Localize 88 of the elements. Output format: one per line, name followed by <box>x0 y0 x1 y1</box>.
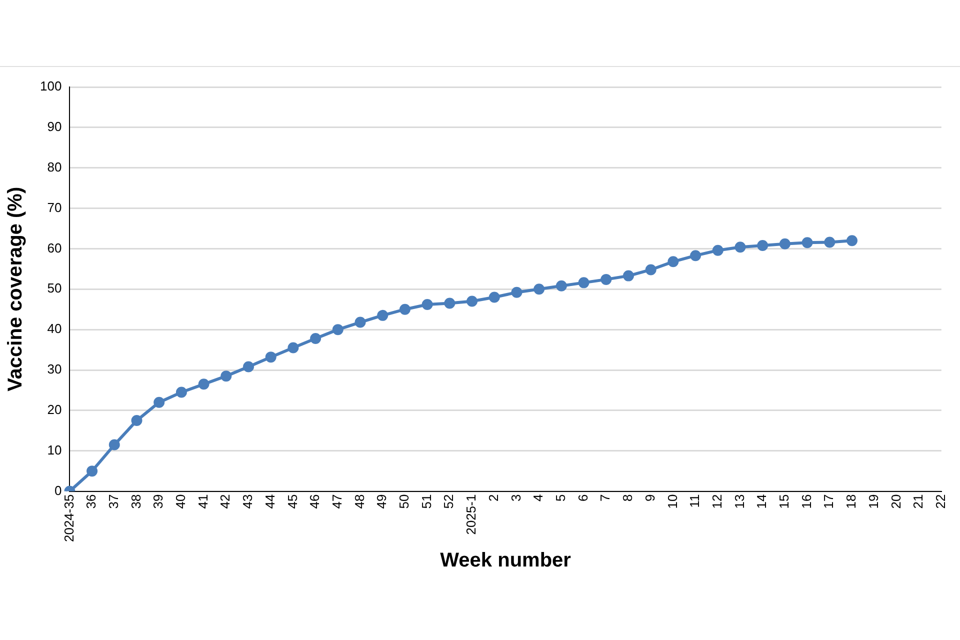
x-tick-label: 50 <box>396 494 412 509</box>
point <box>243 361 254 372</box>
y-tick-label: 100 <box>40 78 62 94</box>
x-tick-label: 6 <box>575 494 590 502</box>
x-tick-label: 9 <box>642 494 658 502</box>
point <box>488 292 500 303</box>
point <box>824 236 836 248</box>
point <box>690 250 702 262</box>
x-tick-label: 5 <box>553 494 568 502</box>
x-tick-label: 8 <box>620 494 636 502</box>
y-tick-label: 10 <box>47 442 62 458</box>
x-tick-label: 3 <box>508 494 524 502</box>
point <box>108 439 120 450</box>
x-tick-label: 19 <box>866 494 881 509</box>
point <box>354 316 366 328</box>
point <box>779 238 790 250</box>
y-tick-label: 30 <box>47 362 62 377</box>
x-tick-label: 47 <box>329 494 344 509</box>
point <box>511 286 522 298</box>
point <box>534 284 545 295</box>
point <box>734 242 746 253</box>
point <box>802 237 813 248</box>
point <box>131 415 142 426</box>
x-tick-label: 2025-1 <box>464 494 479 535</box>
y-axis-title: Vaccine coverage (%) <box>4 186 27 392</box>
point <box>846 235 858 246</box>
point <box>422 299 433 310</box>
point <box>377 310 388 321</box>
point <box>86 466 98 477</box>
point <box>198 378 210 390</box>
x-tick-label: 44 <box>262 494 278 509</box>
point <box>578 277 590 288</box>
x-tick-label: 52 <box>441 494 456 509</box>
x-tick-label: 37 <box>106 494 121 509</box>
x-tick-label: 48 <box>352 494 367 509</box>
x-tick-label: 17 <box>821 494 836 509</box>
y-tick-label: 40 <box>47 321 62 336</box>
point <box>444 298 456 309</box>
x-tick-label: 49 <box>374 494 390 509</box>
point <box>712 244 724 256</box>
x-tick-label: 15 <box>776 494 792 509</box>
y-tick-label: 0 <box>54 482 62 498</box>
x-tick-label: 51 <box>418 494 434 509</box>
x-tick-label: 38 <box>128 494 144 509</box>
x-tick-label: 43 <box>240 494 256 509</box>
x-tick-label: 41 <box>195 494 210 509</box>
point <box>220 370 232 382</box>
point <box>176 386 187 398</box>
x-tick-label: 11 <box>687 494 702 508</box>
point <box>757 240 768 251</box>
point <box>556 280 567 292</box>
x-tick-label: 22 <box>932 494 948 509</box>
y-tick-label: 50 <box>47 280 62 296</box>
y-tick-label: 20 <box>47 402 62 418</box>
point <box>668 256 679 268</box>
point <box>332 324 344 336</box>
x-tick-label: 16 <box>798 494 814 509</box>
x-tick-label: 18 <box>844 494 859 509</box>
y-tick-label: 70 <box>47 200 62 215</box>
x-tick-label: 21 <box>910 494 926 509</box>
x-tick-label: 13 <box>732 494 747 509</box>
point <box>645 264 656 276</box>
x-tick-label: 7 <box>598 494 613 502</box>
point <box>600 274 612 285</box>
point <box>622 270 634 282</box>
x-tick-label: 2 <box>486 494 501 502</box>
x-tick-label: 20 <box>888 494 904 509</box>
point <box>466 296 478 307</box>
x-tick-label: 42 <box>218 494 233 509</box>
point <box>288 342 299 354</box>
point <box>154 396 165 408</box>
x-tick-label: 45 <box>284 494 300 509</box>
point <box>310 332 322 344</box>
x-tick-label: 36 <box>84 494 99 509</box>
x-tick-label: 39 <box>150 494 166 509</box>
point <box>399 304 410 315</box>
y-tick-label: 80 <box>47 159 62 174</box>
x-tick-label: 4 <box>530 494 546 502</box>
x-tick-label: 46 <box>307 494 322 509</box>
x-tick-label: 10 <box>664 494 680 509</box>
x-axis-title: Week number <box>440 550 572 572</box>
point <box>265 352 276 363</box>
x-tick-label: 14 <box>754 494 770 509</box>
y-tick-label: 60 <box>47 240 62 256</box>
x-tick-label: 40 <box>173 494 188 509</box>
x-tick-label: 2024-35 <box>61 494 76 542</box>
x-tick-label: 12 <box>709 494 724 509</box>
y-tick-label: 90 <box>47 119 62 134</box>
